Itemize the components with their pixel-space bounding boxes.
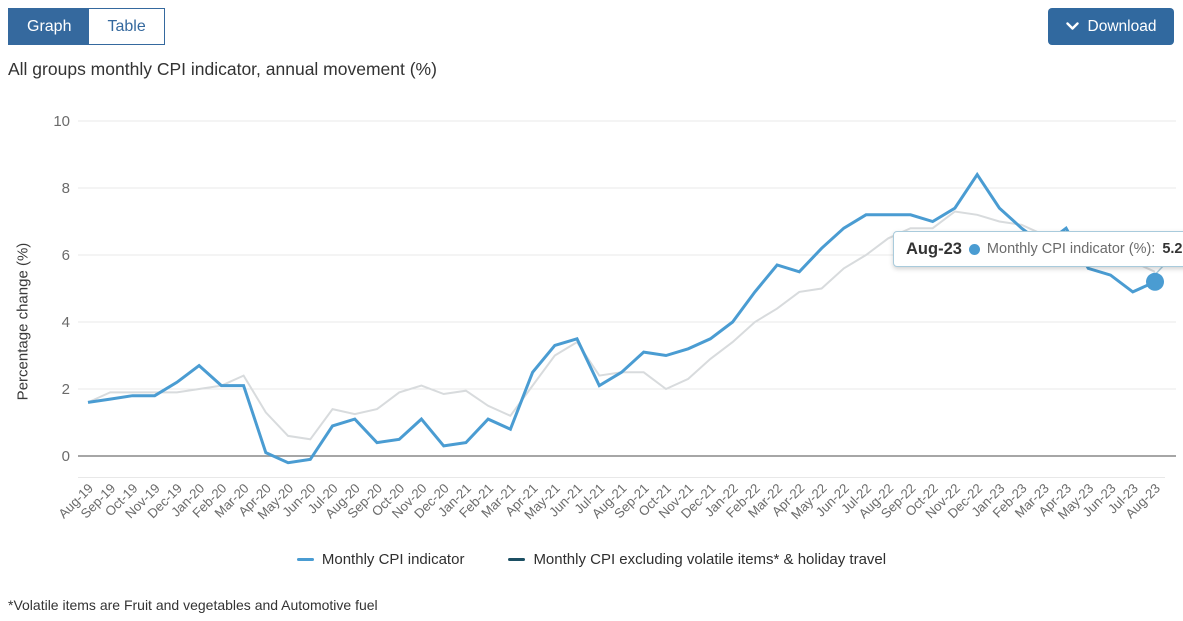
y-tick-label: 6: [62, 247, 70, 264]
graph-tab-button[interactable]: Graph: [9, 9, 90, 44]
footnote: *Volatile items are Fruit and vegetables…: [8, 597, 378, 613]
table-tab-button[interactable]: Table: [89, 9, 164, 44]
download-label: Download: [1087, 17, 1157, 35]
series-line-monthly-cpi[interactable]: [87, 171, 1156, 465]
tooltip-series-label: Monthly CPI indicator (%):: [986, 241, 1156, 257]
legend-item-monthly-cpi[interactable]: Monthly CPI indicator: [296, 551, 465, 568]
series-dot-icon: [968, 243, 980, 255]
tooltip: Aug-23 Monthly CPI indicator (%): 5.2: [893, 231, 1183, 267]
legend-label: Monthly CPI indicator: [321, 551, 465, 568]
tooltip-date: Aug-23: [906, 239, 962, 258]
view-toggle: Graph Table: [8, 8, 165, 45]
page-title: All groups monthly CPI indicator, annual…: [8, 59, 437, 79]
chevron-down-icon: [1065, 22, 1079, 30]
line-marker-icon: [296, 558, 314, 561]
y-axis-title: Percentage change (%): [14, 242, 32, 401]
y-tick-label: 2: [62, 381, 70, 398]
legend-label: Monthly CPI excluding volatile items* & …: [533, 551, 887, 568]
line-marker-icon: [508, 558, 526, 561]
tooltip-value: 5.2: [1162, 241, 1183, 257]
highlighted-data-point[interactable]: [1146, 272, 1164, 291]
y-tick-label: 4: [62, 314, 70, 331]
download-button[interactable]: Download: [1048, 8, 1174, 45]
legend-item-excl-volatile[interactable]: Monthly CPI excluding volatile items* & …: [508, 551, 886, 568]
y-tick-label: 0: [62, 448, 70, 465]
y-tick-label: 8: [62, 180, 70, 197]
y-tick-label: 10: [53, 113, 70, 130]
legend: Monthly CPI indicator Monthly CPI exclud…: [0, 551, 1183, 568]
